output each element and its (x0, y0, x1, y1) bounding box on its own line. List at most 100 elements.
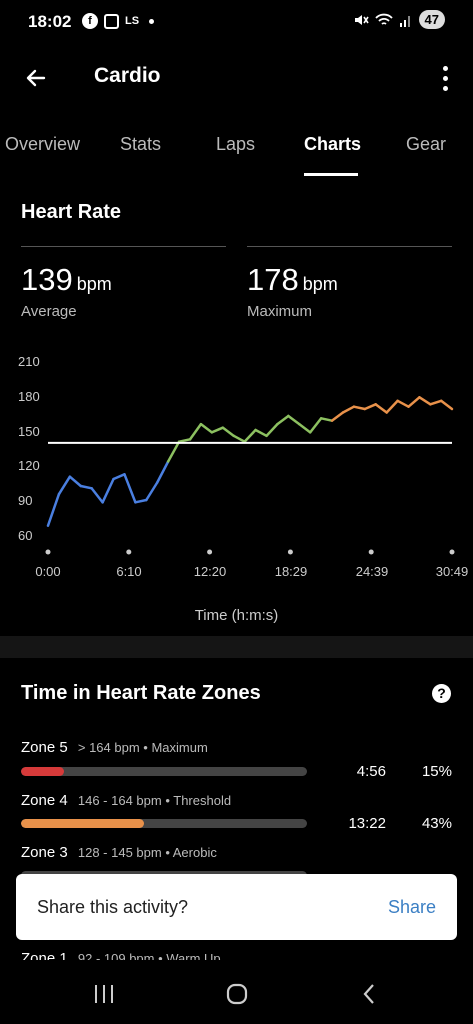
x-axis-title: Time (h:m:s) (194, 607, 279, 624)
active-tab-indicator (304, 173, 358, 176)
divider-right (247, 246, 452, 247)
hr-line-segment (287, 414, 301, 426)
zone-bar-fill (21, 767, 64, 776)
system-nav-bar (0, 960, 473, 1024)
hr-line-segment (265, 422, 279, 438)
maximum-value: 178 (247, 262, 299, 297)
hr-line-segment (188, 422, 203, 441)
status-time: 18:02 (28, 12, 72, 31)
x-tick-label: 6:10 (116, 564, 142, 579)
chevron-left-icon (363, 984, 374, 1004)
x-tick-label: 12:20 (193, 564, 227, 579)
tab-overview[interactable]: Overview (5, 134, 81, 154)
x-tick-label: 18:29 (274, 564, 308, 579)
hr-line-segment (155, 460, 170, 484)
y-tick-label: 60 (18, 528, 33, 543)
more-vert-icon (442, 65, 448, 71)
x-tick-label: 0:00 (35, 564, 61, 579)
share-prompt: Share this activity? (37, 896, 189, 917)
hr-line-segment (177, 438, 192, 443)
status-left-icons: f LS (82, 13, 155, 29)
hr-line-segment (276, 414, 290, 426)
hr-line-segment (298, 422, 312, 434)
hr-line-segment (429, 399, 443, 406)
arrow-left-icon (26, 69, 46, 87)
average-value: 139 (21, 262, 73, 297)
y-tick-label: 210 (18, 354, 40, 369)
zone-percent: 15% (421, 763, 452, 780)
zone-desc: 146 - 164 bpm • Threshold (77, 793, 232, 808)
hr-line-segment (79, 484, 93, 490)
wifi-icon (374, 13, 393, 25)
more-options-button[interactable] (433, 60, 457, 96)
zone-time: 4:56 (356, 763, 386, 780)
dot-icon (149, 18, 155, 24)
section-separator (0, 636, 473, 658)
tab-stats[interactable]: Stats (120, 134, 162, 154)
signal-icon (399, 15, 410, 27)
hr-line-segment (341, 405, 356, 414)
hr-line-segment (210, 426, 225, 434)
home-button[interactable] (217, 978, 257, 1010)
zone-name-text: Zone 4 (21, 792, 68, 809)
zone-name-text: Zone 5 (21, 739, 68, 756)
hr-line-segment (319, 417, 334, 422)
hr-line-segment (352, 405, 367, 411)
hr-line-segment (243, 428, 257, 443)
help-icon[interactable]: ? (432, 684, 451, 703)
battery-indicator: 47 (418, 10, 445, 29)
hr-line-segment (407, 396, 421, 408)
zone-percent: 43% (421, 815, 452, 832)
hr-line-segment (134, 498, 148, 504)
tab-laps[interactable]: Laps (216, 134, 256, 154)
hr-line-segment (199, 422, 214, 434)
hr-line-segment (90, 487, 104, 504)
hr-line-segment (254, 428, 268, 438)
x-tick-dot (45, 549, 51, 555)
tab-gear[interactable]: Gear (406, 134, 447, 154)
back-button[interactable] (18, 60, 54, 96)
hr-line-segment (396, 399, 410, 408)
heart-rate-chart (45, 396, 455, 555)
x-tick-dot (126, 549, 132, 555)
hr-line-segment (308, 417, 323, 434)
home-icon (226, 983, 248, 1005)
back-nav-button[interactable] (350, 978, 390, 1010)
maximum-unit: bpm (302, 274, 338, 294)
hr-line-segment (232, 434, 246, 443)
y-tick-label: 180 (18, 389, 40, 404)
hr-line-segment (57, 475, 72, 496)
maximum-stat: 178 bpm (247, 262, 338, 298)
x-tick-label: 24:39 (355, 564, 389, 579)
hr-line-segment (46, 492, 61, 527)
hr-line-segment (145, 481, 159, 502)
zone-desc: 128 - 145 bpm • Aerobic (77, 845, 217, 860)
status-right-icons: 47 (353, 10, 445, 29)
hr-line-segment (123, 473, 137, 504)
ls-icon: LS (125, 15, 140, 27)
average-stat: 139 bpm (21, 262, 112, 298)
zone-bar-fill (21, 819, 144, 828)
hr-line-segment (112, 473, 126, 481)
share-button[interactable]: Share (387, 896, 436, 917)
tab-charts[interactable]: Charts (304, 134, 362, 154)
average-label: Average (21, 303, 77, 320)
page-title: Cardio (94, 64, 161, 87)
hr-line-segment (68, 475, 83, 488)
x-tick-dot (207, 549, 213, 555)
zone-name: Zone 5 > 164 bpm • Maximum (21, 739, 208, 756)
hr-line-segment (363, 403, 377, 411)
maximum-label: Maximum (247, 303, 313, 320)
zone-name-text: Zone 3 (21, 844, 68, 861)
x-tick-label: 30:49 (435, 564, 469, 579)
recents-button[interactable] (84, 978, 124, 1010)
facebook-icon: f (82, 13, 98, 29)
hr-line-segment (440, 399, 454, 411)
zone-desc: > 164 bpm • Maximum (77, 740, 208, 755)
average-unit: bpm (76, 274, 112, 294)
zones-title: Time in Heart Rate Zones (21, 682, 261, 704)
divider-left (21, 246, 226, 247)
zone-name: Zone 4 146 - 164 bpm • Threshold (21, 792, 231, 809)
heart-rate-title: Heart Rate (21, 201, 122, 223)
y-tick-label: 150 (18, 424, 40, 439)
